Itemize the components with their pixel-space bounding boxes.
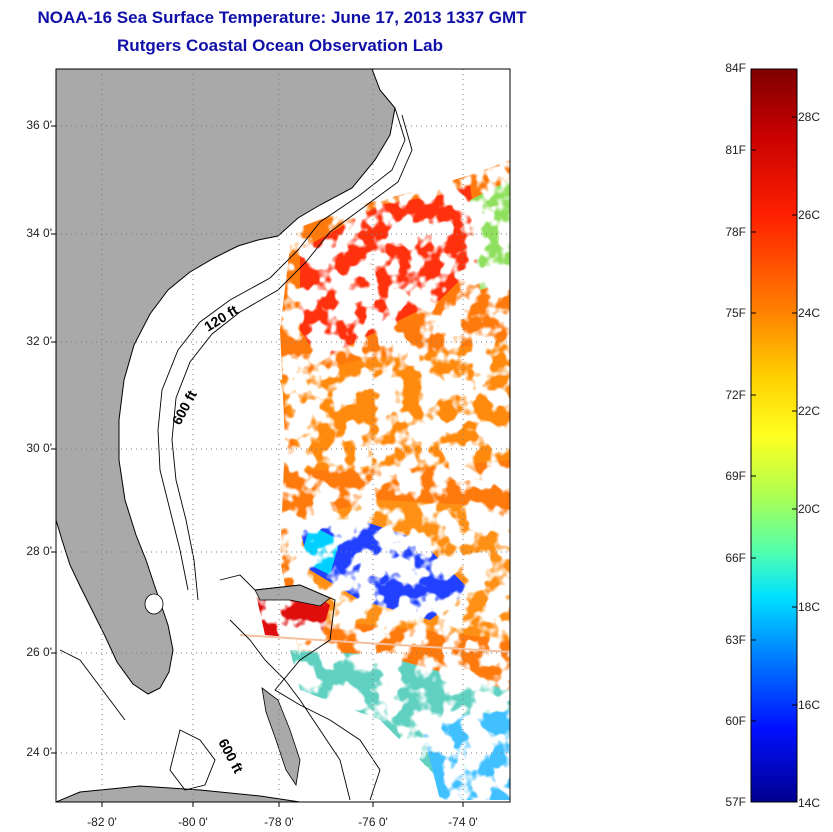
colorbar-label-c: 26C xyxy=(798,208,821,222)
lon-tick-label: -80 0' xyxy=(178,815,208,829)
map-subtitle: Rutgers Coastal Ocean Observation Lab xyxy=(117,36,443,55)
colorbar-label-c: 14C xyxy=(798,796,821,810)
colorbar-label-f: 72F xyxy=(725,388,746,402)
lon-tick-label: -74 0' xyxy=(448,815,478,829)
colorbar-label-c: 20C xyxy=(798,502,821,516)
colorbar-label-c: 24C xyxy=(798,306,821,320)
land-mainland xyxy=(56,69,396,695)
colorbar-label-f: 69F xyxy=(725,469,746,483)
graticule xyxy=(56,69,510,802)
map-frame xyxy=(55,68,511,803)
lat-tick-label: 32 0' xyxy=(26,334,52,348)
lon-tick-label: -78 0' xyxy=(264,815,294,829)
colorbar-label-f: 81F xyxy=(725,143,746,157)
lat-tick-label: 26 0' xyxy=(26,645,52,659)
sst-data-swath xyxy=(239,160,510,800)
axis-ticks xyxy=(51,125,464,807)
colorbar-label-f: 84F xyxy=(725,61,746,75)
lon-tick-label: -82 0' xyxy=(87,815,117,829)
colorbar xyxy=(750,68,798,803)
map-title: NOAA-16 Sea Surface Temperature: June 17… xyxy=(37,8,527,27)
lat-tick-label: 28 0' xyxy=(26,544,52,558)
land-bahamas xyxy=(261,687,301,787)
colorbar-label-f: 60F xyxy=(725,714,746,728)
colorbar-label-f: 66F xyxy=(725,551,746,565)
colorbar-label-c: 16C xyxy=(798,698,821,712)
colorbar-label-c: 22C xyxy=(798,404,821,418)
colorbar-label-f: 57F xyxy=(725,795,746,809)
colorbar-label-f: 78F xyxy=(725,225,746,239)
lon-tick-label: -76 0' xyxy=(358,815,388,829)
lake-okeechobee xyxy=(144,593,164,615)
lat-tick-label: 24 0' xyxy=(26,745,52,759)
colorbar-label-c: 28C xyxy=(798,110,821,124)
colorbar-ticks xyxy=(751,116,797,722)
lat-tick-label: 34 0' xyxy=(26,226,52,240)
colorbar-label-f: 75F xyxy=(725,306,746,320)
bathymetry-contours xyxy=(59,107,413,801)
lat-tick-label: 36 0' xyxy=(26,118,52,132)
colorbar-label-f: 63F xyxy=(725,633,746,647)
lat-tick-label: 30 0' xyxy=(26,441,52,455)
colorbar-label-c: 18C xyxy=(798,600,821,614)
land-cuba xyxy=(56,785,301,802)
